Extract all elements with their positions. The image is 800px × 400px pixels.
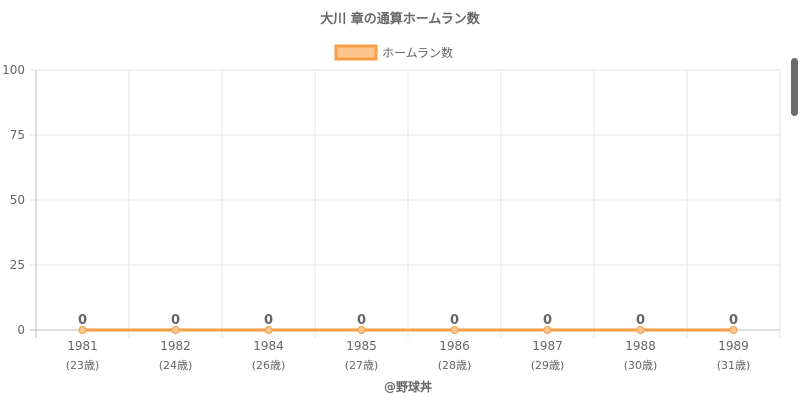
credit-label: @野球丼 — [384, 379, 432, 394]
x-tick-label: 1981 — [67, 339, 98, 353]
x-tick-sublabel: (23歳) — [66, 359, 100, 372]
x-tick-label: 1984 — [253, 339, 284, 353]
x-tick-sublabel: (24歳) — [159, 359, 193, 372]
x-tick-label: 1988 — [625, 339, 656, 353]
x-axis: 1981 (23歳) 1982 (24歳) 1984 (26歳) 1985 (27歳) 1986… — [66, 339, 751, 372]
x-tick-label: 1989 — [718, 339, 749, 353]
data-label: 0 — [171, 313, 180, 328]
data-label: 0 — [357, 313, 366, 328]
data-label: 0 — [543, 313, 552, 328]
data-label: 0 — [264, 313, 273, 328]
x-tick-sublabel: (27歳) — [345, 359, 379, 372]
x-tick-label: 1982 — [160, 339, 191, 353]
x-tick-sublabel: (28歳) — [438, 359, 472, 372]
y-tick-label-100: 100 — [2, 63, 25, 77]
data-label: 0 — [729, 313, 738, 328]
scrollbar-thumb[interactable] — [791, 58, 798, 116]
y-axis: 0 25 50 75 100 — [2, 63, 25, 337]
x-tick-sublabel: (30歳) — [624, 359, 658, 372]
chart-title: 大川 章の通算ホームラン数 — [320, 11, 480, 27]
y-tick-label-75: 75 — [10, 128, 25, 142]
data-label: 0 — [450, 313, 459, 328]
x-tick-sublabel: (31歳) — [717, 359, 751, 372]
y-tick-label-50: 50 — [10, 193, 25, 207]
y-tick-label-0: 0 — [17, 323, 25, 337]
y-tick-label-25: 25 — [10, 258, 25, 272]
x-tick-sublabel: (26歳) — [252, 359, 286, 372]
legend-label: ホームラン数 — [382, 45, 453, 60]
gridlines — [30, 70, 780, 338]
x-tick-label: 1985 — [346, 339, 377, 353]
x-tick-label: 1987 — [532, 339, 563, 353]
x-tick-label: 1986 — [439, 339, 470, 353]
data-label: 0 — [78, 313, 87, 328]
x-tick-sublabel: (29歳) — [531, 359, 565, 372]
legend-swatch — [336, 46, 376, 59]
legend: ホームラン数 — [336, 45, 453, 60]
data-label: 0 — [636, 313, 645, 328]
